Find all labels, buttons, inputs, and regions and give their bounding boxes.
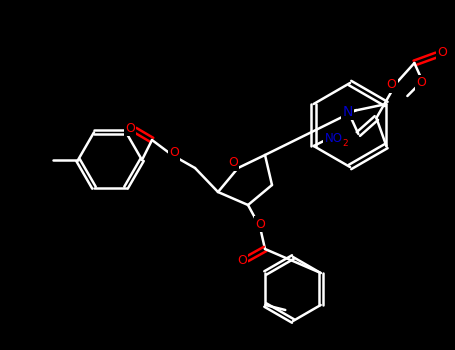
Text: N: N (342, 105, 353, 119)
Text: O: O (386, 78, 396, 91)
Text: O: O (169, 147, 179, 160)
Text: O: O (237, 254, 247, 267)
Text: O: O (416, 77, 426, 90)
Text: O: O (437, 46, 447, 58)
Text: O: O (125, 121, 135, 134)
Text: NO: NO (324, 133, 343, 146)
Text: O: O (255, 217, 265, 231)
Text: 2: 2 (343, 139, 349, 147)
Text: O: O (228, 156, 238, 169)
